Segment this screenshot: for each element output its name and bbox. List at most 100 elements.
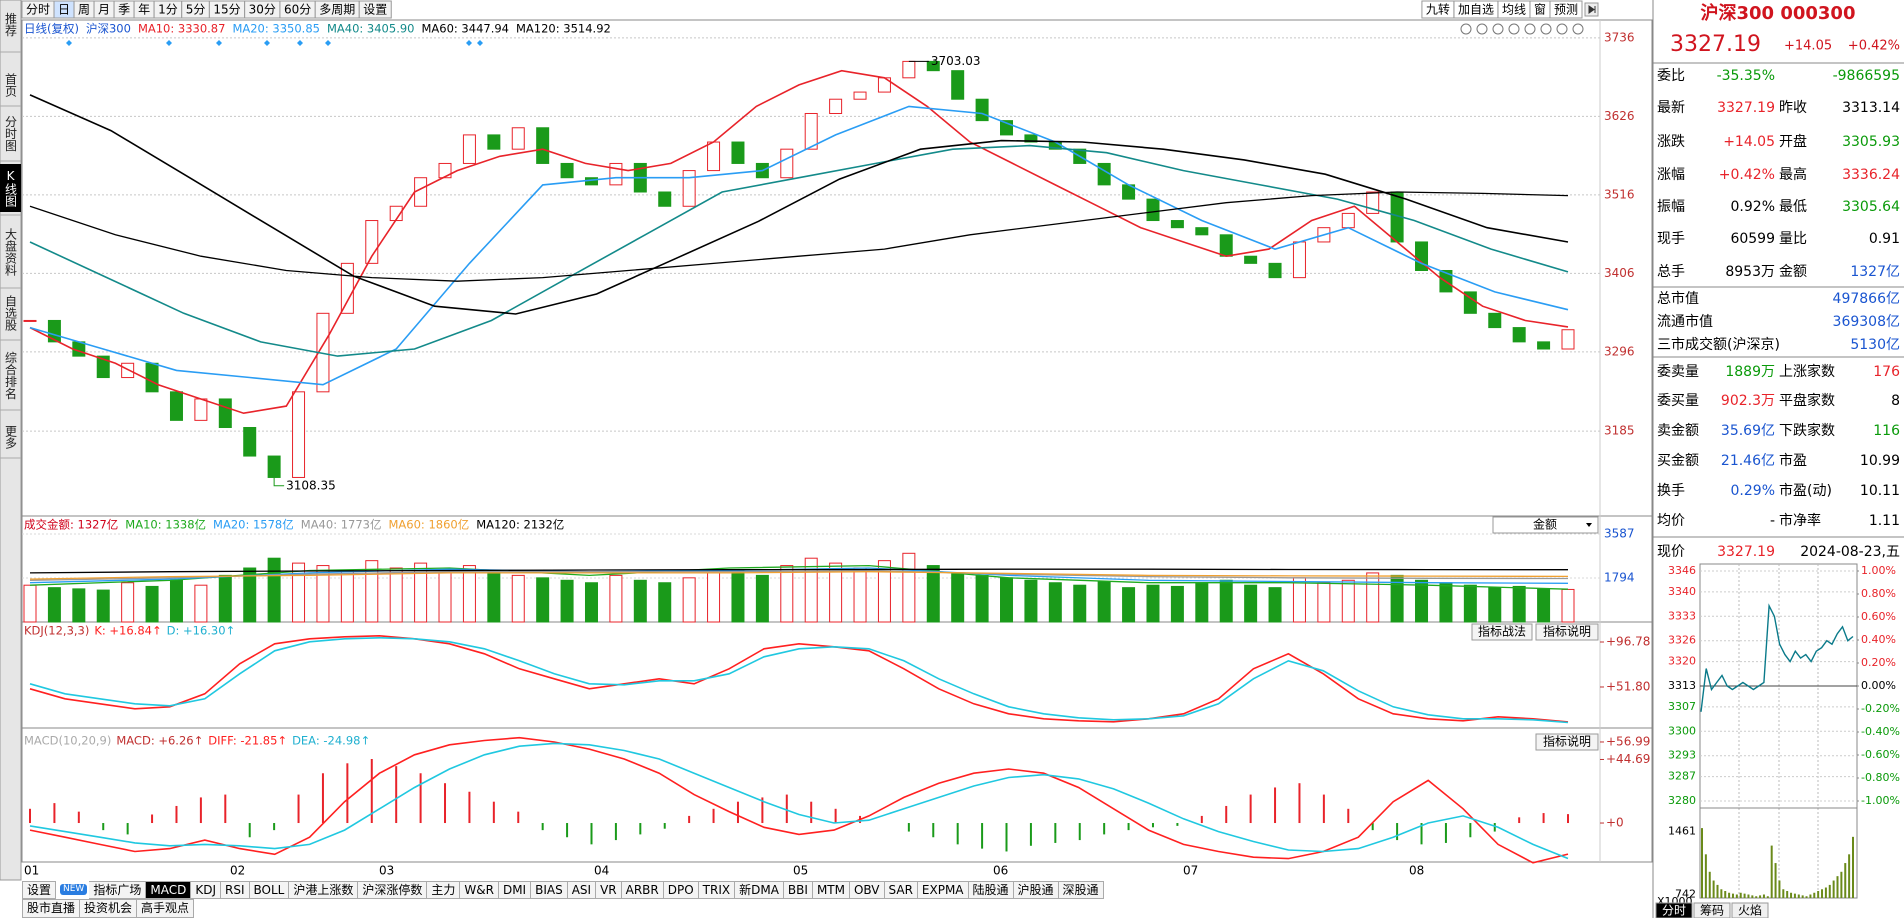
- tab[interactable]: ARBR: [621, 881, 664, 899]
- month-label: 06: [993, 864, 1008, 878]
- sidebar-item[interactable]: K线图: [4, 169, 18, 207]
- period-label[interactable]: 日: [58, 3, 70, 17]
- sidebar-item[interactable]: 综合排名: [4, 351, 18, 399]
- tab[interactable]: 指标广场: [89, 881, 147, 899]
- mini-pct-tick: 0.00%: [1861, 679, 1896, 692]
- candle: [902, 60, 916, 79]
- mini-tab-label[interactable]: 火焰: [1738, 903, 1762, 918]
- tab[interactable]: BOLL: [249, 881, 290, 899]
- indicator-button[interactable]: [1535, 733, 1599, 751]
- period-label[interactable]: 年: [138, 3, 150, 17]
- tab[interactable]: MACD: [146, 881, 192, 899]
- candle: [1268, 262, 1282, 279]
- sidebar-item[interactable]: 自选股: [4, 295, 18, 332]
- volume-bar: [1537, 588, 1551, 623]
- tab[interactable]: KDJ: [191, 881, 221, 899]
- indicator-button-label[interactable]: 指标战法: [1478, 624, 1526, 639]
- tab[interactable]: OBV: [849, 881, 885, 899]
- volume-bar: [1317, 582, 1331, 623]
- tab[interactable]: EXPMA: [917, 881, 969, 899]
- period-label[interactable]: 60分: [284, 3, 311, 17]
- mini-tab[interactable]: [1655, 902, 1693, 918]
- sidebar-item[interactable]: 分时图: [4, 115, 18, 151]
- period-label[interactable]: 分时: [26, 3, 50, 17]
- tool-label[interactable]: 预测: [1554, 3, 1578, 17]
- volume-bar: [438, 572, 452, 623]
- tab[interactable]: RSI: [221, 881, 250, 899]
- period-label[interactable]: 5分: [186, 3, 206, 17]
- sidebar-item[interactable]: 推荐: [4, 12, 18, 37]
- tool-label[interactable]: 均线: [1502, 3, 1526, 17]
- candle: [682, 170, 696, 207]
- tab[interactable]: MTM: [812, 881, 850, 899]
- tab[interactable]: DMI: [498, 881, 532, 899]
- sidebar-item[interactable]: 更多: [4, 425, 18, 450]
- tab[interactable]: ASI: [567, 881, 597, 899]
- period-label[interactable]: 周: [78, 3, 90, 17]
- period-label[interactable]: 30分: [249, 3, 276, 17]
- tab[interactable]: DPO: [663, 881, 699, 899]
- tab[interactable]: 沪深涨停数: [358, 881, 428, 899]
- sidebar-item[interactable]: 首页: [4, 73, 18, 98]
- tool-button[interactable]: [1421, 0, 1455, 19]
- tab[interactable]: 深股通: [1058, 881, 1104, 899]
- period-label[interactable]: 月: [98, 3, 110, 17]
- tab[interactable]: TRIX: [698, 881, 736, 899]
- tab[interactable]: 沪股通: [1013, 881, 1059, 899]
- indicator-button[interactable]: [1471, 623, 1533, 641]
- period-button[interactable]: [358, 0, 392, 19]
- chart-tool-icon[interactable]: [1556, 23, 1568, 35]
- volume-bar: [1292, 577, 1306, 623]
- chart-tool-icon[interactable]: [1492, 23, 1504, 35]
- period-label[interactable]: 设置: [363, 3, 387, 17]
- volume-bar: [1561, 588, 1575, 623]
- tool-label[interactable]: 加自选: [1458, 3, 1494, 17]
- tab[interactable]: SAR: [884, 881, 918, 899]
- indicator-button[interactable]: [1535, 623, 1599, 641]
- chart-tool-icon[interactable]: [1508, 23, 1520, 35]
- chart-tool-icon[interactable]: [1460, 23, 1472, 35]
- tab[interactable]: BIAS: [531, 881, 568, 899]
- amount-selector-label[interactable]: 金额: [1533, 517, 1557, 532]
- sidebar-item[interactable]: 大盘资料: [4, 228, 18, 276]
- tool-label[interactable]: 窗: [1534, 3, 1546, 17]
- tab[interactable]: 投资机会: [80, 899, 138, 918]
- tab[interactable]: 高手观点: [137, 899, 195, 918]
- tab[interactable]: 主力: [427, 881, 461, 899]
- chart-tool-icon[interactable]: [1540, 23, 1552, 35]
- tab[interactable]: 沪港上涨数: [289, 881, 359, 899]
- candle: [1024, 134, 1038, 143]
- tab[interactable]: BBI: [783, 881, 813, 899]
- indicator-button-label[interactable]: 指标说明: [1543, 734, 1591, 749]
- tool-label[interactable]: 九转: [1426, 2, 1450, 17]
- indicator-button-label[interactable]: 指标说明: [1543, 624, 1591, 639]
- volume-bar: [877, 560, 891, 623]
- mini-tab[interactable]: [1693, 902, 1731, 918]
- quote-price: 3327.19: [1670, 32, 1761, 57]
- volume-bar: [731, 569, 745, 623]
- mini-pct-tick: 1.00%: [1861, 564, 1896, 577]
- y-tick-label: 3185: [1604, 424, 1635, 438]
- tab[interactable]: W&R: [460, 881, 499, 899]
- period-label[interactable]: 多周期: [319, 3, 355, 17]
- y-tick-label: 3296: [1604, 344, 1635, 358]
- amount-selector[interactable]: [1492, 516, 1599, 534]
- chart-tool-icon[interactable]: [1476, 23, 1488, 35]
- mini-tab-label[interactable]: 分时: [1662, 904, 1686, 918]
- period-label[interactable]: 季: [118, 3, 130, 17]
- candle: [1097, 162, 1111, 186]
- mini-pct-tick: -0.80%: [1861, 771, 1900, 784]
- quote-label: 最高: [1779, 166, 1807, 183]
- tab[interactable]: 新DMA: [735, 881, 784, 899]
- period-label[interactable]: 15分: [213, 3, 240, 17]
- chart-tool-icon[interactable]: [1524, 23, 1536, 35]
- chart-tool-icon[interactable]: [1572, 23, 1584, 35]
- mini-tab-label[interactable]: 筹码: [1700, 904, 1724, 918]
- mini-vol-tick: 1461: [1668, 825, 1696, 838]
- mini-tab[interactable]: [1731, 902, 1769, 918]
- tab[interactable]: VR: [596, 881, 622, 899]
- period-label[interactable]: 1分: [158, 3, 178, 17]
- tab[interactable]: 设置: [22, 881, 57, 899]
- tab[interactable]: 陆股通: [968, 881, 1014, 899]
- tab[interactable]: 股市直播: [22, 899, 81, 918]
